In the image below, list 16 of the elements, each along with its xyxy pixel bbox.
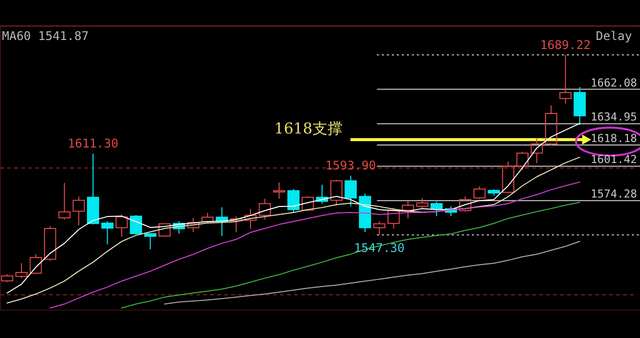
candlestick bbox=[244, 208, 257, 230]
text: Delay bbox=[596, 29, 632, 43]
annotation: 1593.90 bbox=[325, 158, 376, 173]
candlestick bbox=[559, 54, 572, 104]
candlestick bbox=[574, 86, 586, 126]
annotation: MA60 1541.87 bbox=[2, 29, 89, 43]
ref-line-label: 1634.95 bbox=[590, 110, 637, 124]
annotation: 1618支撑 bbox=[274, 120, 342, 138]
candlestick bbox=[230, 216, 242, 233]
annotation: 1689.22 bbox=[540, 38, 591, 52]
candlestick bbox=[530, 138, 543, 164]
ref-line-label: 1662.08 bbox=[590, 76, 637, 90]
ref-line-label: 1601.42 bbox=[590, 153, 637, 166]
annotation: 1611.30 bbox=[68, 136, 118, 151]
ref-line-label: 1574.28 bbox=[590, 188, 637, 201]
ref-line-label: 1618.18 bbox=[590, 132, 637, 145]
